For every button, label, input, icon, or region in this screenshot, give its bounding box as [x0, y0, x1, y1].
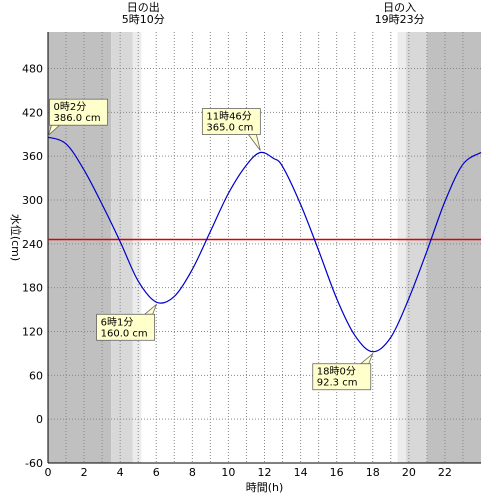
- callout-box: [49, 98, 108, 126]
- x-tick-label: 12: [258, 466, 272, 479]
- callout-box: [312, 363, 372, 391]
- x-tick-label: 6: [153, 466, 160, 479]
- x-tick-label: 20: [402, 466, 416, 479]
- callout-time: 18時0分: [317, 366, 356, 378]
- y-tick-label: 360: [22, 150, 43, 163]
- x-axis-title: 時間(h): [246, 481, 284, 494]
- shading-twilight: [111, 32, 133, 463]
- x-tick-label: 2: [81, 466, 88, 479]
- sunset-time: 19時23分: [375, 13, 425, 26]
- callout-value: 160.0 cm: [101, 328, 148, 339]
- x-tick-label: 10: [221, 466, 235, 479]
- sunrise-time: 5時10分: [122, 13, 165, 26]
- callout-box: [96, 313, 156, 341]
- callout-value: 386.0 cm: [54, 113, 101, 124]
- y-axis-title: 水位(cm): [9, 214, 23, 261]
- y-tick-label: 480: [22, 63, 43, 76]
- x-tick-label: 14: [294, 466, 308, 479]
- callout-value: 92.3 cm: [317, 378, 358, 389]
- y-tick-label: 120: [22, 326, 43, 339]
- callout-time: 0時2分: [54, 101, 87, 113]
- sunrise-label: 日の出: [127, 0, 160, 14]
- y-tick-label: 420: [22, 106, 43, 119]
- shading-dawn: [132, 32, 142, 463]
- x-tick-label: 22: [438, 466, 452, 479]
- shading-dusk: [397, 32, 407, 463]
- y-tick-label: 300: [22, 194, 43, 207]
- x-tick-label: 0: [45, 466, 52, 479]
- y-tick-label: 0: [36, 413, 43, 426]
- callout-box: [201, 108, 261, 135]
- y-tick-label: -60: [25, 457, 43, 470]
- callout-time: 11時46分: [206, 111, 251, 123]
- y-tick-label: 60: [29, 369, 43, 382]
- x-tick-label: 8: [189, 466, 196, 479]
- shading-twilight: [406, 32, 427, 463]
- x-tick-label: 4: [117, 466, 124, 479]
- callout-value: 365.0 cm: [206, 123, 253, 134]
- x-tick-label: 16: [330, 466, 344, 479]
- shading-night: [426, 32, 481, 463]
- tide-series-line: [47, 136, 482, 353]
- y-tick-label: 240: [22, 238, 43, 251]
- x-tick-label: 18: [366, 466, 380, 479]
- sunset-label: 日の入: [383, 1, 416, 14]
- callout-time: 6時1分: [101, 316, 134, 328]
- y-tick-label: 180: [22, 282, 43, 295]
